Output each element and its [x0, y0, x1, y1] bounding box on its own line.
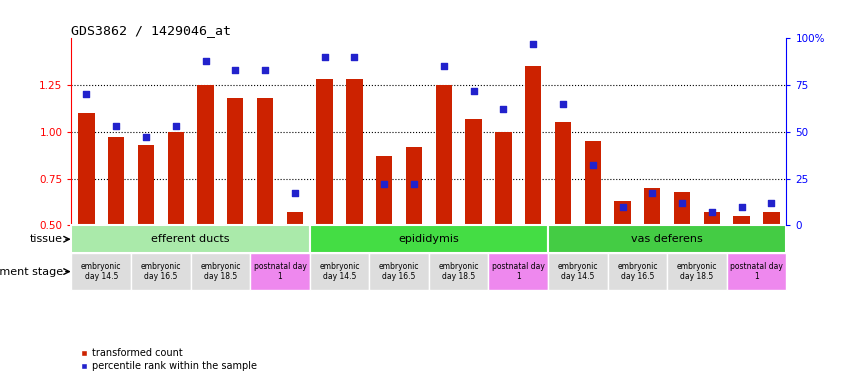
- Point: [378, 181, 391, 187]
- Text: embryonic
day 18.5: embryonic day 18.5: [677, 262, 717, 281]
- Bar: [316, 79, 333, 225]
- Text: embryonic
day 16.5: embryonic day 16.5: [140, 262, 181, 281]
- Bar: [309, 225, 548, 253]
- Bar: [346, 79, 362, 225]
- Text: vas deferens: vas deferens: [632, 234, 703, 244]
- Point: [497, 106, 510, 113]
- Text: embryonic
day 16.5: embryonic day 16.5: [379, 262, 420, 281]
- Point: [616, 204, 629, 210]
- Text: postnatal day
1: postnatal day 1: [253, 262, 306, 281]
- Text: efferent ducts: efferent ducts: [151, 234, 230, 244]
- Text: embryonic
day 16.5: embryonic day 16.5: [617, 262, 658, 281]
- Bar: [71, 253, 131, 290]
- Point: [437, 63, 451, 70]
- Point: [109, 123, 123, 129]
- Bar: [607, 253, 667, 290]
- Point: [347, 54, 361, 60]
- Bar: [548, 225, 786, 253]
- Point: [646, 190, 659, 197]
- Bar: [406, 147, 422, 225]
- Bar: [287, 212, 303, 225]
- Point: [675, 200, 689, 206]
- Bar: [309, 253, 369, 290]
- Bar: [495, 132, 511, 225]
- Bar: [376, 156, 393, 225]
- Point: [467, 88, 480, 94]
- Bar: [198, 85, 214, 225]
- Text: epididymis: epididymis: [399, 234, 459, 244]
- Bar: [614, 201, 631, 225]
- Point: [140, 134, 153, 141]
- Point: [198, 58, 212, 64]
- Point: [526, 41, 540, 47]
- Point: [258, 67, 272, 73]
- Bar: [167, 132, 184, 225]
- Bar: [429, 253, 489, 290]
- Bar: [525, 66, 542, 225]
- Bar: [727, 253, 786, 290]
- Text: development stage: development stage: [0, 266, 63, 276]
- Text: postnatal day
1: postnatal day 1: [492, 262, 545, 281]
- Bar: [436, 85, 452, 225]
- Bar: [555, 122, 571, 225]
- Point: [705, 209, 718, 215]
- Point: [556, 101, 569, 107]
- Bar: [584, 141, 601, 225]
- Point: [735, 204, 748, 210]
- Bar: [227, 98, 244, 225]
- Point: [764, 200, 778, 206]
- Point: [288, 190, 302, 197]
- Bar: [78, 113, 94, 225]
- Text: embryonic
day 14.5: embryonic day 14.5: [320, 262, 360, 281]
- Text: GDS3862 / 1429046_at: GDS3862 / 1429046_at: [71, 24, 231, 37]
- Bar: [71, 225, 309, 253]
- Bar: [257, 98, 273, 225]
- Bar: [138, 145, 154, 225]
- Bar: [131, 253, 191, 290]
- Point: [586, 162, 600, 169]
- Point: [80, 91, 93, 98]
- Bar: [674, 192, 690, 225]
- Bar: [764, 212, 780, 225]
- Bar: [733, 216, 750, 225]
- Point: [407, 181, 420, 187]
- Text: embryonic
day 14.5: embryonic day 14.5: [81, 262, 121, 281]
- Bar: [251, 253, 309, 290]
- Bar: [489, 253, 548, 290]
- Text: embryonic
day 18.5: embryonic day 18.5: [200, 262, 241, 281]
- Legend: transformed count, percentile rank within the sample: transformed count, percentile rank withi…: [77, 344, 261, 375]
- Bar: [644, 188, 660, 225]
- Text: embryonic
day 18.5: embryonic day 18.5: [438, 262, 479, 281]
- Bar: [465, 119, 482, 225]
- Text: postnatal day
1: postnatal day 1: [730, 262, 783, 281]
- Point: [169, 123, 182, 129]
- Text: embryonic
day 14.5: embryonic day 14.5: [558, 262, 598, 281]
- Bar: [548, 253, 607, 290]
- Bar: [108, 137, 124, 225]
- Text: tissue: tissue: [30, 234, 63, 244]
- Bar: [191, 253, 251, 290]
- Bar: [704, 212, 720, 225]
- Point: [318, 54, 331, 60]
- Bar: [369, 253, 429, 290]
- Point: [229, 67, 242, 73]
- Bar: [667, 253, 727, 290]
